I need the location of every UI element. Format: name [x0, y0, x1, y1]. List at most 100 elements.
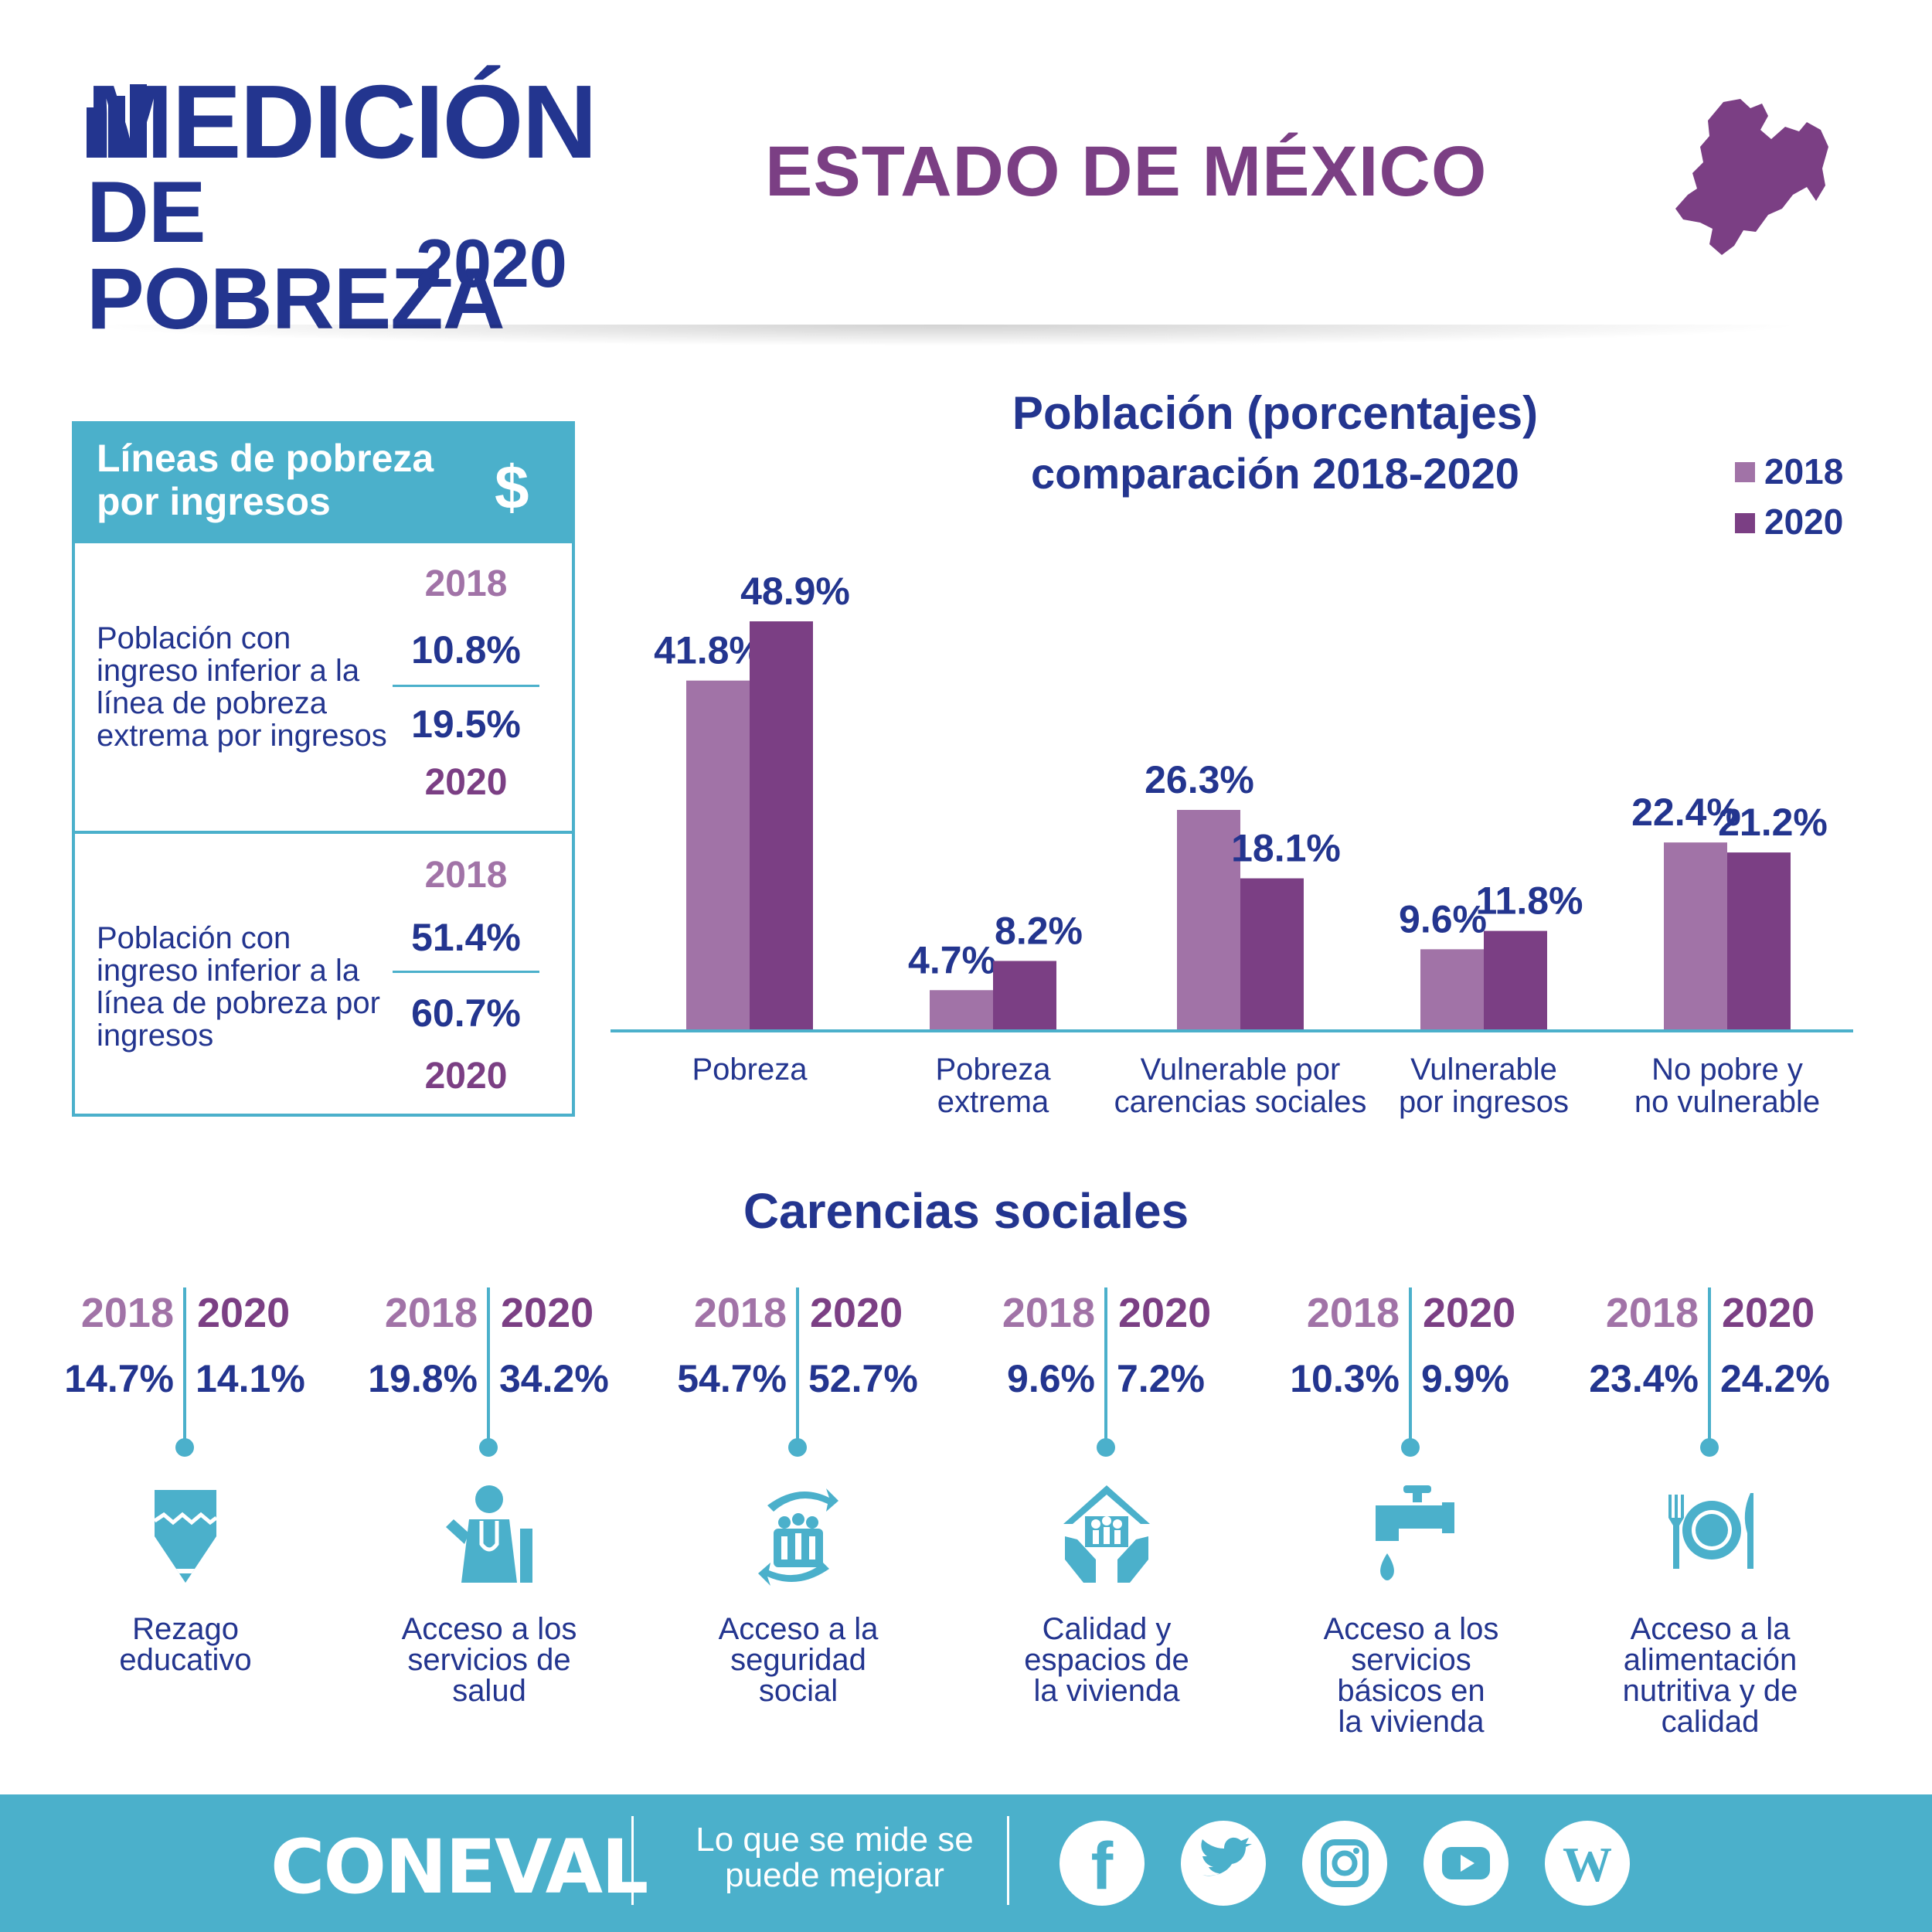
carencia-year-2020: 2020 — [1423, 1290, 1516, 1336]
carencia-label: Acceso a la alimentación nutritiva y de … — [1622, 1612, 1798, 1739]
data-label-2020: 18.1% — [1231, 827, 1341, 870]
timeline-stem — [796, 1287, 799, 1442]
category-label-line: Vulnerable por — [1140, 1053, 1341, 1087]
carencia-item: 2018 2020 10.3% 9.9% Acceso a los servicios … — [1257, 1287, 1566, 1907]
carencia-year-2018: 2018 — [80, 1290, 174, 1336]
data-label-2020: 21.2% — [1718, 801, 1828, 844]
house-hands-icon — [1063, 1485, 1150, 1583]
category-label: Pobreza extrema — [854, 1053, 1132, 1118]
logo-bars-icon — [87, 84, 147, 158]
carencia-value-2018: 19.8% — [368, 1357, 478, 1400]
state-title: ESTADO DE MÉXICO — [765, 132, 1488, 211]
carencia-year-2018: 2018 — [1605, 1290, 1699, 1336]
carencia-value-2020: 34.2% — [499, 1357, 609, 1400]
income-line-value-2018: 51.4% — [411, 916, 521, 959]
bar-2018 — [1177, 810, 1240, 1029]
carencia-year-2020: 2020 — [1722, 1290, 1815, 1336]
bar-2018 — [930, 990, 993, 1029]
carencia-item: 2018 2020 23.4% 24.2% Acceso a la alimentaci… — [1556, 1287, 1865, 1907]
panel-separator — [72, 831, 575, 834]
carencia-label: Acceso a los servicios de salud — [401, 1612, 577, 1708]
carencia-value-2018: 23.4% — [1589, 1357, 1699, 1400]
carencia-year-2020: 2020 — [1118, 1290, 1212, 1336]
value-divider — [393, 685, 539, 687]
carencia-item: 2018 2020 9.6% 7.2% Calidad y espacios de la… — [952, 1287, 1261, 1907]
wordpress-icon[interactable]: W — [1545, 1821, 1630, 1906]
carencia-item: 2018 2020 14.7% 14.1% Rezago educativo — [31, 1287, 340, 1907]
twitter-icon[interactable] — [1181, 1821, 1266, 1906]
carencia-label: Acceso a los servicios básicos en la viv… — [1323, 1612, 1499, 1739]
income-lines-title: Líneas de pobreza por ingresos — [97, 437, 434, 523]
timeline-dot — [1097, 1438, 1115, 1457]
legend-swatch-2020 — [1735, 513, 1755, 533]
data-label-2018: 22.4% — [1631, 791, 1741, 834]
svg-text:W: W — [1563, 1837, 1612, 1892]
value-divider — [393, 971, 539, 973]
faucet-icon — [1376, 1485, 1454, 1580]
category-label-line: Pobreza — [692, 1053, 808, 1087]
carencia-label: Acceso a la seguridad social — [718, 1612, 879, 1708]
logo-line1: MEDICIÓN — [87, 63, 597, 180]
timeline-dot — [479, 1438, 498, 1457]
category-label-line: no vulnerable — [1634, 1085, 1821, 1119]
carencia-label: Rezago educativo — [119, 1612, 252, 1677]
family-hands-icon — [758, 1488, 838, 1586]
bar-2018 — [1420, 949, 1484, 1029]
logo: MEDICIÓN DE POBREZA 2020 — [87, 63, 597, 342]
footer-divider — [1007, 1816, 1009, 1905]
carencia-item: 2018 2020 19.8% 34.2% Acceso a los servicios… — [335, 1287, 644, 1907]
bar-2020 — [750, 621, 813, 1029]
bar-2018 — [686, 680, 750, 1029]
timeline-stem — [1409, 1287, 1412, 1442]
x-axis-line — [611, 1029, 1853, 1032]
header-divider — [77, 325, 1808, 346]
income-line-description: Población con ingreso inferior a la líne… — [97, 921, 380, 1053]
youtube-icon[interactable] — [1423, 1821, 1509, 1906]
dollar-icon: $ — [495, 453, 529, 522]
svg-text:f: f — [1091, 1829, 1114, 1903]
coneval-logo: CONEVAL — [270, 1824, 648, 1910]
facebook-icon[interactable]: f — [1060, 1821, 1145, 1906]
timeline-dot — [788, 1438, 807, 1457]
carencia-value-2018: 9.6% — [1007, 1357, 1095, 1400]
category-label: Pobreza — [611, 1053, 889, 1086]
carencia-year-2018: 2018 — [384, 1290, 478, 1336]
timeline-dot — [1700, 1438, 1719, 1457]
category-label-line: extrema — [937, 1085, 1049, 1119]
carencia-year-2018: 2018 — [1306, 1290, 1400, 1336]
instagram-icon[interactable] — [1302, 1821, 1387, 1906]
legend-swatch-2018 — [1735, 462, 1755, 482]
category-label: No pobre y no vulnerable — [1588, 1053, 1866, 1118]
carencia-year-2020: 2020 — [501, 1290, 594, 1336]
bar-chart: 41.8% 48.9% 4.7%8.2% 26.3% 18.1% 9.6%11.8% 22.… — [611, 570, 1853, 1032]
category-label-line: Vulnerable — [1410, 1053, 1557, 1087]
carencia-item: 2018 2020 54.7% 52.7% Acceso a la seguridad … — [644, 1287, 953, 1907]
income-line-year-2020: 2020 — [424, 1056, 508, 1097]
timeline-stem — [1104, 1287, 1107, 1442]
timeline-stem — [487, 1287, 490, 1442]
legend-label-2018: 2018 — [1764, 451, 1844, 492]
carencias-title: Carencias sociales — [743, 1183, 1189, 1239]
bar-2020 — [1727, 852, 1791, 1029]
doctor-icon — [446, 1485, 532, 1583]
category-label-line: No pobre y — [1651, 1053, 1803, 1087]
carencia-value-2020: 9.9% — [1421, 1357, 1509, 1400]
income-lines-header — [72, 421, 575, 543]
category-label: Vulnerable por ingresos — [1345, 1053, 1623, 1118]
carencia-value-2020: 52.7% — [808, 1357, 918, 1400]
carencia-year-2018: 2018 — [693, 1290, 787, 1336]
data-label-2018: 9.6% — [1399, 897, 1487, 940]
bar-2018 — [1664, 842, 1727, 1029]
chart-subtitle: comparación 2018-2020 — [1031, 449, 1519, 498]
data-label-2020: 48.9% — [740, 570, 850, 613]
pencil-icon — [153, 1490, 218, 1583]
carencia-value-2020: 14.1% — [196, 1357, 305, 1400]
plate-cutlery-icon — [1668, 1493, 1753, 1569]
extreme-line-value-2018: 10.8% — [411, 628, 521, 672]
data-label-2018: 4.7% — [908, 938, 996, 981]
data-label-2018: 26.3% — [1145, 758, 1254, 801]
timeline-dot — [175, 1438, 194, 1457]
income-line-year-2018: 2018 — [424, 855, 508, 896]
timeline-stem — [183, 1287, 186, 1442]
timeline-stem — [1708, 1287, 1711, 1442]
